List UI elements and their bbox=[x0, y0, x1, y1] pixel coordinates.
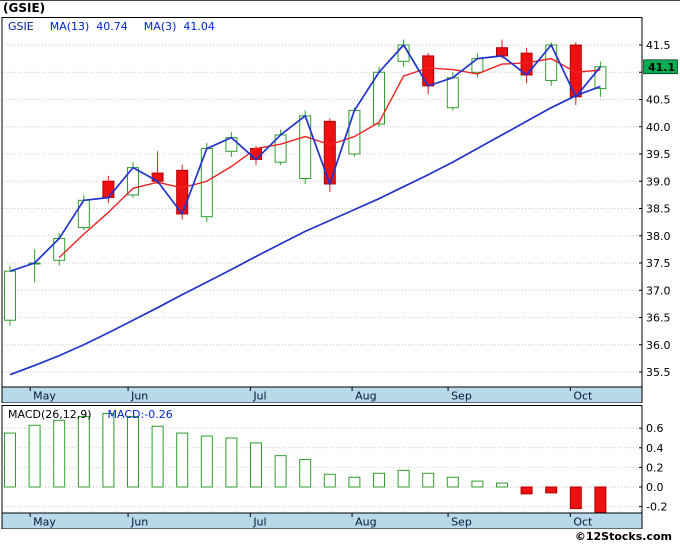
x-axis-band: May Jun Jul Aug Sep Oct bbox=[1, 386, 643, 403]
svg-text:37.0: 37.0 bbox=[646, 284, 671, 297]
svg-text:Jun: Jun bbox=[130, 390, 148, 403]
svg-text:Sep: Sep bbox=[451, 516, 472, 529]
svg-text:Aug: Aug bbox=[355, 516, 376, 529]
macd-plot-area bbox=[1, 405, 643, 514]
svg-text:39.5: 39.5 bbox=[646, 148, 671, 161]
svg-text:0.2: 0.2 bbox=[646, 461, 664, 474]
ma3-line bbox=[58, 57, 601, 259]
svg-text:39.0: 39.0 bbox=[646, 175, 671, 188]
macd-value-label: MACD:-0.26 bbox=[107, 408, 173, 421]
svg-text:41.1: 41.1 bbox=[648, 61, 675, 74]
svg-text:Aug: Aug bbox=[355, 390, 376, 403]
footer: ©12Stocks.com bbox=[0, 529, 680, 546]
svg-text:Jun: Jun bbox=[130, 516, 148, 529]
svg-text:Sep: Sep bbox=[451, 390, 472, 403]
price-chart-legend: GSIE MA(13) 40.74 MA(3) 41.04 bbox=[8, 20, 215, 33]
svg-text:41.5: 41.5 bbox=[646, 39, 671, 52]
ma13-line bbox=[9, 85, 601, 376]
macd-settings-label: MACD(26,12,9) bbox=[8, 408, 92, 421]
svg-text:38.5: 38.5 bbox=[646, 203, 671, 216]
overlay-lines bbox=[9, 44, 602, 376]
svg-text:-0.2: -0.2 bbox=[646, 501, 667, 514]
svg-text:40.0: 40.0 bbox=[646, 121, 671, 134]
svg-text:0.6: 0.6 bbox=[646, 422, 664, 435]
gridlines bbox=[3, 44, 641, 373]
svg-text:May: May bbox=[33, 390, 56, 403]
candlestick-series bbox=[4, 39, 607, 326]
ma13-label: MA(13) 40.74 bbox=[49, 20, 128, 33]
svg-text:Jul: Jul bbox=[252, 516, 266, 529]
price-line bbox=[9, 44, 602, 272]
svg-text:36.0: 36.0 bbox=[646, 339, 671, 352]
svg-text:35.5: 35.5 bbox=[646, 366, 671, 379]
price-chart-panel: May Jun Jul Aug Sep Oct 41.5 40.5 40.0 39.5 39.0 38… bbox=[0, 17, 680, 403]
svg-text:Oct: Oct bbox=[573, 516, 593, 529]
macd-gridlines bbox=[3, 427, 641, 508]
svg-text:38.0: 38.0 bbox=[646, 230, 671, 243]
price-chart-svg: May Jun Jul Aug Sep Oct 41.5 40.5 40.0 39.5 39.0 38… bbox=[1, 17, 678, 403]
svg-text:0.4: 0.4 bbox=[646, 442, 664, 455]
svg-text:Oct: Oct bbox=[573, 390, 593, 403]
macd-chart-svg: May Jun Jul Aug Sep Oct 0.6 0.4 0.2 0.0 -0.2 bbox=[1, 405, 667, 529]
svg-text:May: May bbox=[33, 516, 56, 529]
macd-x-axis-band: May Jun Jul Aug Sep Oct bbox=[1, 512, 643, 529]
macd-histogram bbox=[4, 413, 607, 513]
ma3-label: MA(3) 41.04 bbox=[143, 20, 215, 33]
svg-text:Jul: Jul bbox=[252, 390, 266, 403]
symbol-label: GSIE bbox=[8, 20, 34, 33]
svg-text:40.5: 40.5 bbox=[646, 94, 671, 107]
svg-text:37.5: 37.5 bbox=[646, 257, 671, 270]
chart-title: (GSIE) bbox=[3, 1, 46, 15]
svg-text:36.5: 36.5 bbox=[646, 312, 671, 325]
macd-panel: May Jun Jul Aug Sep Oct 0.6 0.4 0.2 0.0 -0.2 MACD(… bbox=[0, 403, 680, 529]
watermark: ©12Stocks.com bbox=[574, 530, 672, 543]
macd-y-axis: 0.6 0.4 0.2 0.0 -0.2 bbox=[639, 422, 667, 514]
y-axis: 41.5 40.5 40.0 39.5 39.0 38.5 38.0 37.5 37.0 36.5… bbox=[639, 39, 671, 379]
svg-text:0.0: 0.0 bbox=[646, 481, 664, 494]
last-price-tag: 41.1 bbox=[643, 59, 678, 75]
macd-legend: MACD(26,12,9) MACD:-0.26 bbox=[8, 408, 173, 421]
